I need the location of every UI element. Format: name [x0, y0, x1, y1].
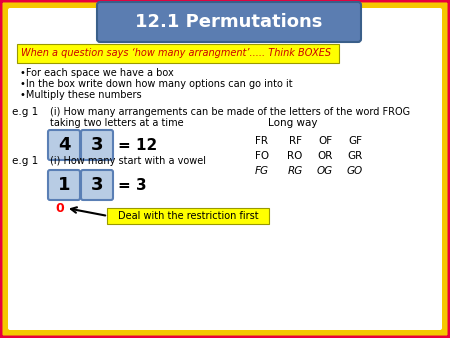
Text: FR: FR: [256, 136, 269, 146]
Text: RG: RG: [288, 166, 302, 176]
FancyBboxPatch shape: [107, 208, 269, 224]
FancyBboxPatch shape: [17, 44, 339, 63]
Text: 12.1 Permutations: 12.1 Permutations: [135, 13, 323, 31]
Text: When a question says ‘how many arrangment’..... Think BOXES: When a question says ‘how many arrangmen…: [21, 48, 331, 58]
Text: taking two letters at a time: taking two letters at a time: [50, 118, 184, 128]
FancyBboxPatch shape: [81, 130, 113, 160]
Text: 3: 3: [91, 176, 103, 194]
Text: OR: OR: [317, 151, 333, 161]
Text: = 3: = 3: [118, 177, 147, 193]
Text: (i) How many arrangements can be made of the letters of the word FROG: (i) How many arrangements can be made of…: [50, 107, 410, 117]
Text: •In the box write down how many options can go into it: •In the box write down how many options …: [20, 79, 292, 89]
Text: FO: FO: [255, 151, 269, 161]
Text: RF: RF: [288, 136, 302, 146]
Text: 0: 0: [56, 201, 64, 215]
Text: e.g 1: e.g 1: [12, 156, 38, 166]
FancyBboxPatch shape: [81, 170, 113, 200]
Text: GF: GF: [348, 136, 362, 146]
Text: 1: 1: [58, 176, 70, 194]
Text: RO: RO: [287, 151, 303, 161]
Text: Deal with the restriction first: Deal with the restriction first: [118, 211, 258, 221]
FancyBboxPatch shape: [8, 8, 442, 330]
Text: OF: OF: [318, 136, 332, 146]
Text: FG: FG: [255, 166, 269, 176]
FancyBboxPatch shape: [48, 170, 80, 200]
Text: GO: GO: [347, 166, 363, 176]
Text: 3: 3: [91, 136, 103, 154]
Text: = 12: = 12: [118, 138, 157, 152]
Text: •For each space we have a box: •For each space we have a box: [20, 68, 174, 78]
Text: 4: 4: [58, 136, 70, 154]
Text: •Multiply these numbers: •Multiply these numbers: [20, 90, 142, 100]
Text: Long way: Long way: [268, 118, 318, 128]
FancyBboxPatch shape: [97, 2, 361, 42]
Text: OG: OG: [317, 166, 333, 176]
Text: GR: GR: [347, 151, 363, 161]
FancyBboxPatch shape: [48, 130, 80, 160]
Text: e.g 1: e.g 1: [12, 107, 38, 117]
Text: (i) How many start with a vowel: (i) How many start with a vowel: [50, 156, 206, 166]
